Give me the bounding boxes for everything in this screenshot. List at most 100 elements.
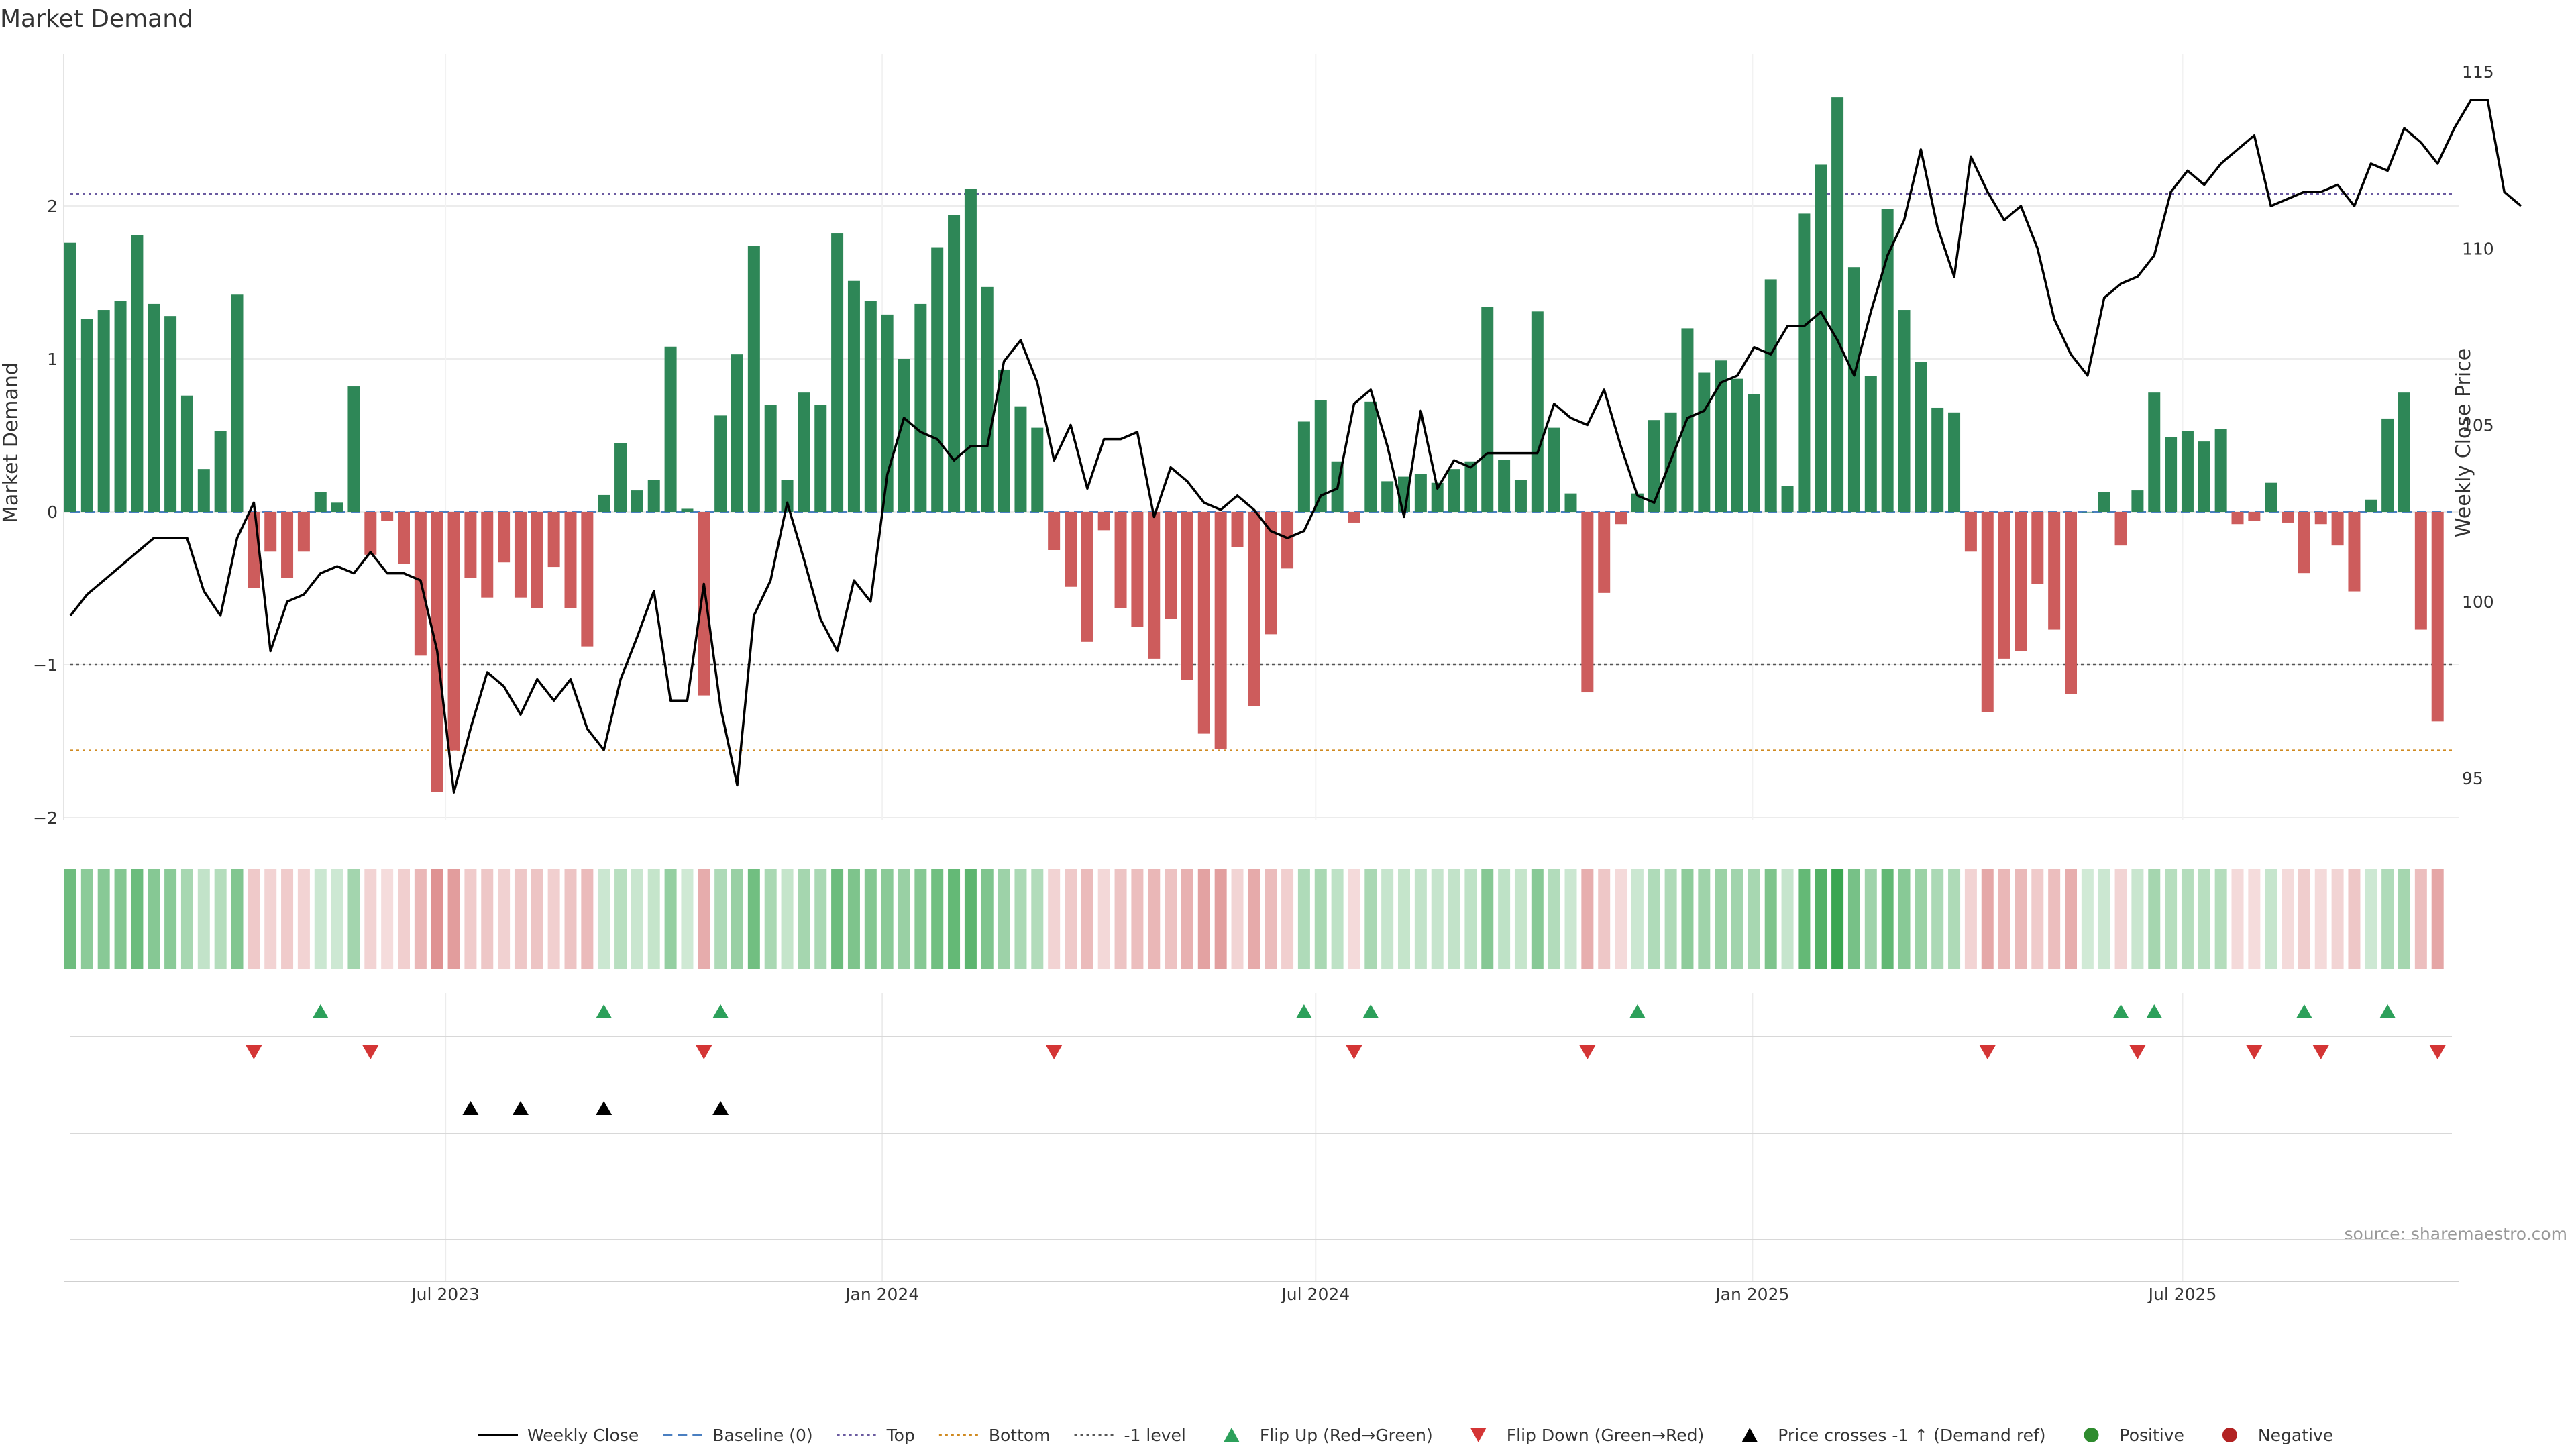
heat-cell [1915,869,1927,969]
heat-cell [481,869,494,969]
demand-bar [631,490,643,512]
legend-item: Flip Up (Red→Green) [1223,1426,1433,1445]
demand-bar [114,301,127,512]
heat-cell [1081,869,1093,969]
heat-cell [964,869,977,969]
demand-bar [1581,512,1594,693]
heat-cell [64,869,76,969]
legend-swatch-dot [2222,1428,2237,1442]
legend-label: Price crosses -1 ↑ (Demand ref) [1778,1426,2045,1445]
demand-bar [2081,512,2094,513]
flip-up-marker [312,1004,329,1018]
demand-bar [314,492,327,512]
flip-down-marker [2246,1045,2263,1059]
heat-cell [914,869,927,969]
demand-bar [1481,307,1494,512]
heat-cell [598,869,610,969]
heat-cell [1748,869,1760,969]
heat-cell [1314,869,1327,969]
demand-bar [80,319,93,512]
x-axis-ticks: Jul 2023 Jan 2024 Jul 2024 Jan 2025 Jul 2025 [410,1285,2216,1304]
demand-bar [2282,512,2294,523]
heat-cell [1297,869,1310,969]
heat-cell [1181,869,1193,969]
demand-bar [798,392,810,512]
heat-cell [1631,869,1644,969]
heat-cell [631,869,643,969]
legend-label: Baseline (0) [712,1426,812,1445]
legend-label: Negative [2258,1426,2333,1445]
heat-cell [131,869,144,969]
heat-cell [2031,869,2044,969]
flip-up-marker [1629,1004,1646,1018]
heat-cell [2231,869,2244,969]
demand-bar [2131,490,2144,512]
heat-cell [898,869,910,969]
flip-down-marker [1046,1045,1063,1059]
heat-cell [197,869,210,969]
heat-cell [1131,869,1144,969]
demand-bar [1898,310,1911,512]
demand-bar [1498,460,1511,512]
heat-cell [1464,869,1477,969]
flip-up-marker [2296,1004,2312,1018]
heat-cell [698,869,710,969]
demand-bar [1265,512,1277,635]
heat-cell [498,869,511,969]
demand-bar [714,415,727,512]
heat-cell [747,869,760,969]
weekly-close-line [69,99,2522,794]
heat-cell [2214,869,2227,969]
heat-cell [1981,869,1994,969]
price-cross-marker [596,1101,612,1115]
demand-bar [1248,512,1260,706]
heat-cell [714,869,727,969]
demand-bar [2298,512,2310,574]
heat-cell [2431,869,2444,969]
demand-bar [1615,512,1627,525]
heat-cell [1481,869,1494,969]
demand-bar [1764,279,1777,512]
heat-cell [1615,869,1627,969]
demand-bar [231,294,244,512]
heat-cell [314,869,327,969]
heat-cell [1414,869,1427,969]
demand-bar [498,512,511,563]
signal-markers [246,1004,2446,1115]
demand-bar [1031,427,1044,512]
demand-bar [731,354,743,512]
demand-bar [2348,512,2361,592]
demand-bar [1948,412,1961,512]
y-tick-label: 2 [47,197,58,216]
heat-cell [114,869,127,969]
demand-bar [1881,209,1894,512]
heat-cell [864,869,877,969]
demand-bar [2048,512,2061,630]
heat-cell [1698,869,1711,969]
demand-bar [581,512,594,647]
demand-bar [364,512,377,555]
demand-bar [2414,512,2427,630]
heat-cell [398,869,410,969]
heat-cell [664,869,677,969]
heat-cell [164,869,177,969]
heat-cell [1864,869,1877,969]
legend-swatch-dot [2084,1428,2099,1442]
heat-cell [1065,869,1077,969]
demand-bar [1065,512,1077,587]
legend-item: Negative [2222,1426,2333,1445]
demand-bar [1531,311,1544,512]
demand-bar [1648,420,1660,512]
heat-cell [614,869,627,969]
demand-bar [647,480,660,512]
demand-bar [1181,512,1193,680]
demand-bar [1815,164,1827,512]
heat-cell [1331,869,1344,969]
heat-cell [1248,869,1260,969]
flip-down-marker [1979,1045,1996,1059]
y2-tick-label: 105 [2462,416,2494,435]
demand-bar [2231,512,2244,525]
demand-bar [1964,512,1977,552]
demand-bar [614,443,627,512]
y2-tick-label: 115 [2462,62,2494,82]
